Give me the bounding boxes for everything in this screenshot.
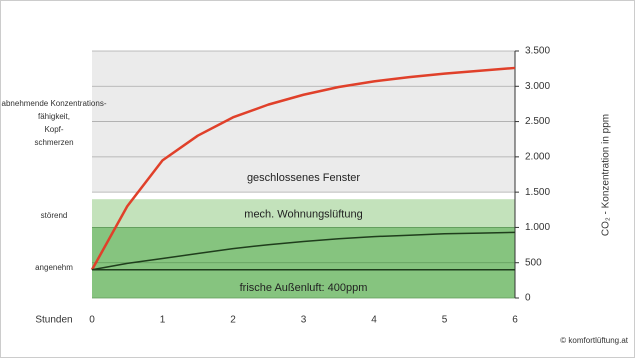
y-tick-label: 3.000 [525,81,550,92]
y-tick-label: 500 [525,257,542,268]
x-tick-label: 6 [512,315,518,326]
y-tick-label: 2.500 [525,116,550,127]
x-tick-label: 1 [160,315,166,326]
zone-label: mech. Wohnungslüftung [244,209,362,221]
y-tick-label: 0 [525,293,531,304]
side-label: angenehm [35,263,73,272]
x-tick-label: 2 [230,315,236,326]
x-tick-label: 0 [89,315,95,326]
x-axis-label: Stunden [35,315,72,326]
y-tick-label: 2.000 [525,151,550,162]
zone-label: frische Außenluft: 400ppm [240,282,368,294]
side-label: störend [41,211,68,220]
x-tick-label: 4 [371,315,377,326]
y-tick-label: 1.500 [525,187,550,198]
y-axis-label: CO₂ - Konzentration in ppm [601,114,612,236]
y-tick-label: 1.000 [525,222,550,233]
side-label: abnehmende Konzentrations-fähigkeit, Kopf… [2,99,107,147]
zone [92,199,515,228]
y-tick-label: 3.500 [525,46,550,57]
credit: © komfortlüftung.at [560,336,628,345]
x-tick-label: 3 [301,315,307,326]
x-tick-label: 5 [442,315,448,326]
zone-label: geschlossenes Fenster [247,172,360,184]
series-line [90,66,516,271]
series-line [91,231,516,271]
